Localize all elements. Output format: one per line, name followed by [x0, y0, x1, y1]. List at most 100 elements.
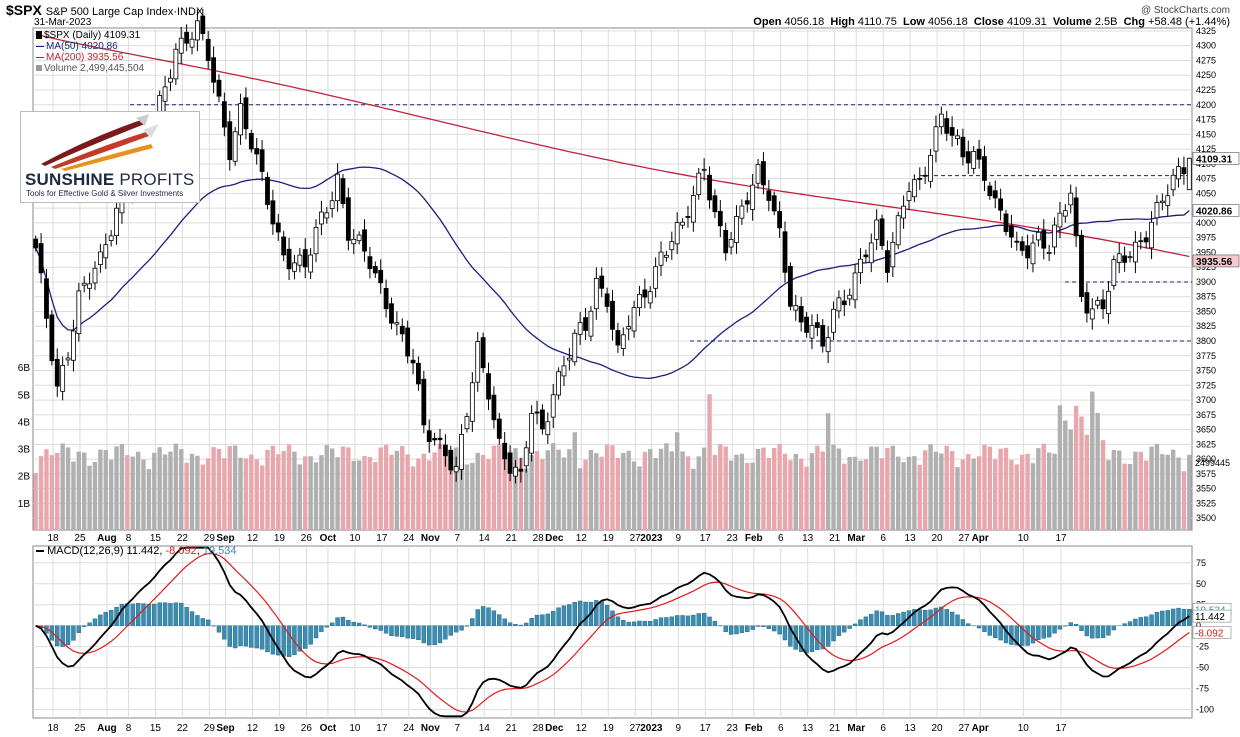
- candle-body: [933, 126, 939, 152]
- x-tick-label: 17: [376, 533, 388, 544]
- volume-bar: [674, 432, 680, 530]
- candle-body: [653, 266, 659, 289]
- histogram-bar: [335, 617, 340, 626]
- histogram-bar: [809, 625, 815, 652]
- macd-x-tick-label: 15: [150, 723, 162, 734]
- volume-tick-label: 1B: [18, 499, 31, 510]
- y-tick-label: 4150: [1196, 129, 1216, 139]
- histogram-bar: [1176, 607, 1181, 626]
- y-tick-label: 3950: [1196, 247, 1216, 257]
- volume-bar: [1095, 412, 1100, 530]
- volume-bar: [1090, 391, 1095, 530]
- candle-body: [97, 251, 103, 266]
- candle-body: [620, 334, 626, 349]
- macd-x-tick-label: Oct: [320, 723, 337, 734]
- candle-body: [841, 300, 847, 306]
- candle-body: [65, 357, 71, 361]
- candle-body: [777, 211, 783, 229]
- candle-body: [292, 262, 297, 272]
- histogram-bar: [507, 622, 513, 626]
- volume-bar: [556, 449, 561, 530]
- x-tick-label: Dec: [545, 533, 564, 544]
- volume-bar: [551, 443, 556, 530]
- histogram-bar: [502, 618, 507, 626]
- candle-body: [335, 173, 340, 202]
- candle-body: [901, 205, 906, 219]
- histogram-bar: [1041, 625, 1046, 639]
- y-tick-label: 4125: [1196, 144, 1216, 154]
- histogram-bar: [890, 615, 896, 626]
- histogram-bar: [1052, 625, 1057, 634]
- candle-body: [459, 434, 464, 470]
- volume-bar: [750, 462, 755, 530]
- macd-x-tick-label: 19: [603, 723, 615, 734]
- candle-body: [486, 373, 491, 400]
- volume-bar: [1176, 457, 1181, 530]
- histogram-bar: [410, 625, 416, 639]
- volume-bar: [432, 452, 437, 530]
- histogram-bar: [189, 611, 195, 626]
- x-tick-label: 6: [880, 533, 886, 544]
- histogram-bar: [416, 625, 421, 640]
- y-tick-label: 3850: [1196, 306, 1216, 316]
- macd-x-grid: [52, 546, 1062, 718]
- ma50-tag-label: 4020.86: [1196, 207, 1233, 218]
- macd-tag: [1192, 609, 1232, 623]
- candle-body: [464, 416, 470, 430]
- volume-bar: [362, 455, 367, 530]
- volume-bar: [497, 444, 502, 530]
- volume-bar: [389, 454, 394, 530]
- histogram-bar: [173, 602, 179, 626]
- histogram-bar: [653, 619, 658, 626]
- volume-bar: [135, 451, 141, 530]
- volume-bar: [92, 461, 98, 530]
- histogram-bar: [82, 625, 87, 627]
- x-tick-label: 8: [126, 533, 132, 544]
- volume-bar: [691, 468, 696, 530]
- quote-summary: Open 4056.18 High 4110.75 Low 4056.18 Cl…: [753, 16, 1230, 28]
- y-tick-label: 3575: [1196, 469, 1216, 479]
- candle-body: [831, 308, 836, 333]
- volume-bar: [831, 444, 836, 530]
- histogram-bar: [750, 625, 755, 630]
- histogram-bar: [604, 605, 610, 626]
- candle-body: [416, 362, 421, 385]
- histogram-bar: [664, 617, 669, 626]
- volume-bar: [858, 460, 863, 530]
- volume-bar: [1154, 443, 1160, 530]
- candle-body: [593, 277, 599, 310]
- histogram-bar: [249, 625, 254, 648]
- x-tick-label: Oct: [320, 533, 337, 544]
- histogram-bar: [356, 622, 362, 626]
- close-tag: [1192, 152, 1240, 165]
- candle-body: [351, 238, 357, 245]
- candle-body: [491, 394, 497, 421]
- histogram-bar: [685, 615, 691, 626]
- volume-bar: [276, 454, 281, 530]
- candle-body: [38, 243, 44, 274]
- volume-bar: [427, 460, 432, 530]
- volume-bar: [836, 448, 842, 530]
- candle-body: [324, 212, 330, 219]
- volume-bar: [141, 459, 146, 530]
- x-tick-label: 20: [932, 533, 944, 544]
- candle-body: [922, 174, 928, 177]
- candle-body: [1165, 195, 1171, 206]
- volume-bar: [108, 459, 114, 530]
- candle-body: [1100, 299, 1106, 310]
- histogram-bar: [200, 618, 206, 626]
- histogram-bar: [265, 625, 270, 653]
- histogram-bar: [524, 622, 529, 626]
- volume-bar: [815, 445, 820, 530]
- volume-bar: [944, 445, 949, 530]
- histogram-bar: [1122, 623, 1127, 626]
- histogram-bar: [308, 625, 313, 645]
- candle-body: [696, 172, 702, 195]
- volume-bar: [653, 458, 658, 530]
- volume-bar: [772, 448, 777, 530]
- volume-bar: [513, 448, 518, 530]
- index-name: S&P 500 Large Cap Index: [45, 6, 174, 18]
- volume-bar: [71, 461, 76, 530]
- histogram-bar: [1014, 625, 1020, 646]
- candle-body: [717, 210, 723, 227]
